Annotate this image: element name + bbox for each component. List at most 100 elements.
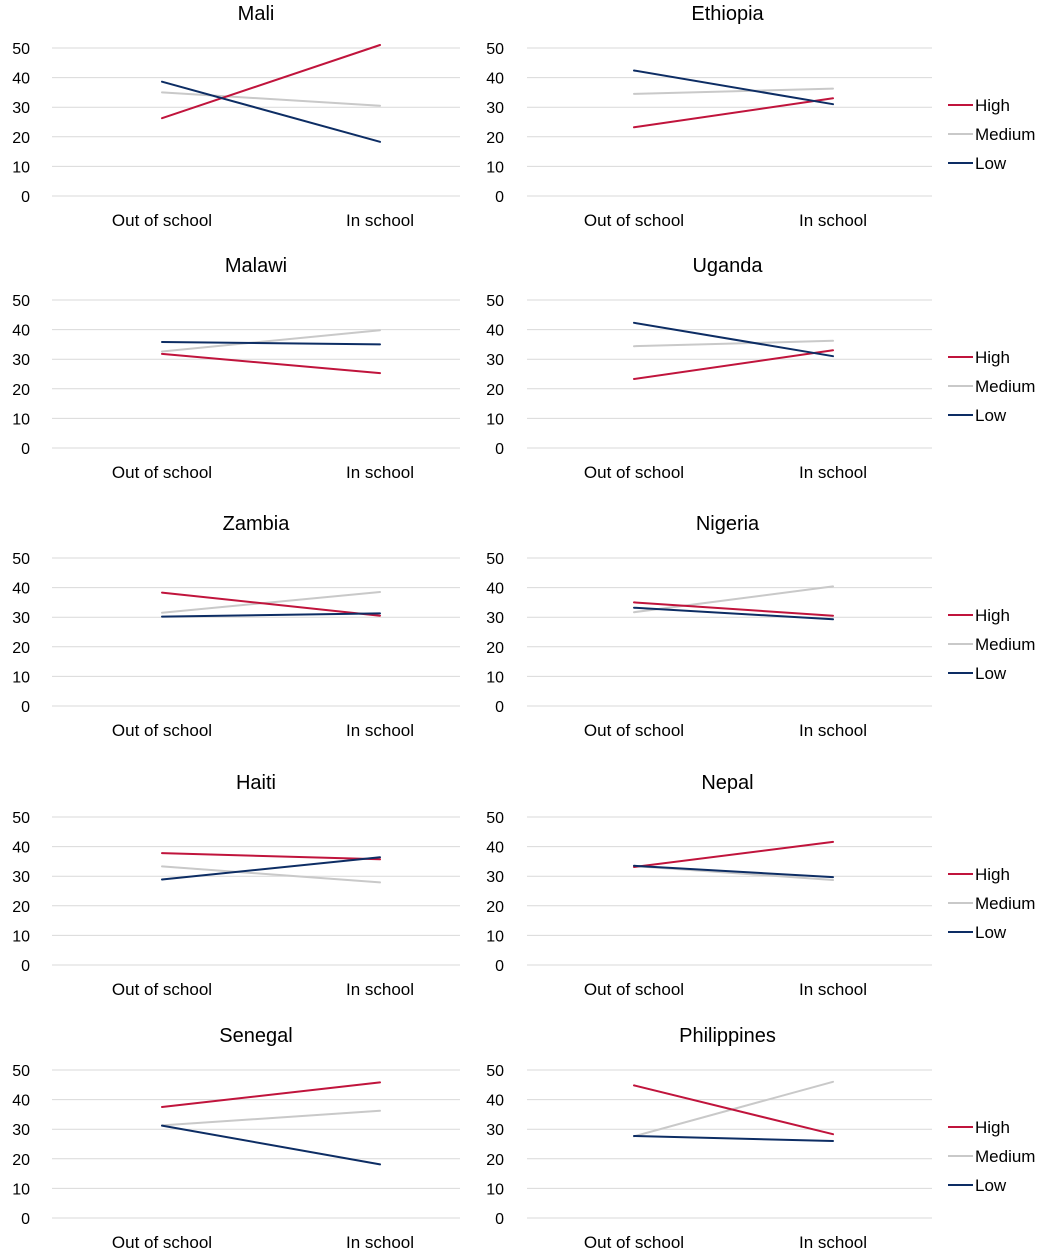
y-tick-label: 40 (486, 323, 504, 340)
x-category-label: In school (799, 980, 867, 999)
panel-philippines: Philippines 0 10 20 30 40 50 Out of school In sc… (486, 1025, 1035, 1249)
series-line-high (633, 349, 834, 380)
y-tick-label: 50 (486, 41, 504, 58)
series-line-medium (161, 329, 381, 353)
series-line-high (633, 840, 834, 868)
y-tick-label: 0 (495, 699, 504, 716)
y-tick-label: 30 (12, 100, 30, 117)
legend-label: Low (975, 406, 1007, 425)
legend-label: High (975, 1118, 1010, 1137)
panel-zambia: Zambia 0 10 20 30 40 50 Out of school In school (12, 513, 460, 740)
y-tick-label: 50 (12, 293, 30, 310)
y-tick-label: 30 (486, 100, 504, 117)
y-tick-label: 0 (495, 958, 504, 975)
y-tick-label: 20 (486, 130, 504, 147)
y-tick-label: 50 (486, 293, 504, 310)
series-line-low (161, 1124, 381, 1166)
x-category-label: Out of school (112, 463, 212, 482)
series-line-medium (633, 339, 834, 348)
legend-label: Low (975, 154, 1007, 173)
series-line-high (161, 852, 381, 861)
panel-title: Nepal (701, 772, 753, 794)
legend-label: Medium (975, 635, 1035, 654)
x-category-label: Out of school (112, 721, 212, 740)
legend-label: High (975, 96, 1010, 115)
y-tick-label: 30 (12, 352, 30, 369)
y-tick-label: 10 (486, 928, 504, 945)
panel-mali: Mali 0 10 20 30 40 50 Out of school In school (12, 3, 460, 230)
y-tick-label: 20 (486, 640, 504, 657)
y-tick-label: 50 (486, 810, 504, 827)
y-tick-label: 40 (12, 71, 30, 88)
x-category-label: In school (346, 211, 414, 230)
panel-title: Uganda (692, 255, 763, 277)
series-line-medium (633, 585, 834, 614)
y-tick-label: 40 (486, 71, 504, 88)
y-tick-label: 30 (486, 869, 504, 886)
y-tick-label: 0 (21, 441, 30, 458)
x-category-label: In school (799, 463, 867, 482)
y-tick-label: 0 (21, 1211, 30, 1228)
legend-label: Low (975, 1176, 1007, 1195)
y-tick-label: 20 (12, 130, 30, 147)
y-tick-label: 40 (12, 323, 30, 340)
legend-label: High (975, 606, 1010, 625)
series-line-medium (161, 865, 381, 884)
legend-label: Low (975, 664, 1007, 683)
x-category-label: Out of school (584, 211, 684, 230)
y-tick-label: 30 (486, 352, 504, 369)
panel-ethiopia: Ethiopia 0 10 20 30 40 50 Out of school In schoo… (486, 3, 1035, 230)
series-line-medium (161, 591, 381, 614)
legend-label: Medium (975, 125, 1035, 144)
y-tick-label: 20 (12, 382, 30, 399)
y-tick-label: 10 (12, 1181, 30, 1198)
panel-malawi: Malawi 0 10 20 30 40 50 Out of school In school (12, 255, 460, 482)
series-line-low (161, 612, 381, 618)
x-category-label: Out of school (112, 1233, 212, 1249)
x-category-label: Out of school (584, 721, 684, 740)
y-tick-label: 40 (486, 840, 504, 857)
series-line-medium (633, 87, 834, 95)
y-tick-label: 10 (486, 1181, 504, 1198)
series-line-low (161, 341, 381, 346)
y-tick-label: 10 (12, 928, 30, 945)
series-line-high (161, 44, 381, 120)
y-tick-label: 40 (486, 1093, 504, 1110)
x-category-label: Out of school (584, 463, 684, 482)
series-line-low (633, 321, 834, 358)
y-tick-label: 0 (21, 189, 30, 206)
series-line-high (161, 352, 381, 375)
series-line-medium (161, 91, 381, 107)
y-tick-label: 20 (486, 899, 504, 916)
y-tick-label: 20 (486, 1152, 504, 1169)
x-category-label: In school (799, 211, 867, 230)
y-tick-label: 10 (486, 411, 504, 428)
series-line-high (161, 591, 381, 617)
series-line-high (633, 97, 834, 129)
y-tick-label: 10 (486, 159, 504, 176)
y-tick-label: 0 (21, 958, 30, 975)
y-tick-label: 20 (12, 899, 30, 916)
y-tick-label: 30 (12, 869, 30, 886)
y-tick-label: 30 (12, 610, 30, 627)
x-category-label: Out of school (584, 980, 684, 999)
x-category-label: In school (799, 721, 867, 740)
series-line-low (633, 606, 834, 621)
y-tick-label: 40 (12, 581, 30, 598)
panel-uganda: Uganda 0 10 20 30 40 50 Out of school In school H… (486, 255, 1035, 482)
y-tick-label: 50 (12, 810, 30, 827)
y-tick-label: 30 (12, 1122, 30, 1139)
series-line-low (161, 856, 381, 881)
series-line-high (161, 1081, 381, 1108)
y-tick-label: 40 (486, 581, 504, 598)
y-tick-label: 10 (12, 669, 30, 686)
series-line-medium (161, 1109, 381, 1127)
y-tick-label: 0 (495, 189, 504, 206)
x-category-label: In school (799, 1233, 867, 1249)
panel-nepal: Nepal 0 10 20 30 40 50 Out of school In school Hi… (486, 772, 1035, 999)
series-line-low (633, 69, 834, 106)
series-line-high (633, 601, 834, 617)
y-tick-label: 50 (486, 1063, 504, 1080)
